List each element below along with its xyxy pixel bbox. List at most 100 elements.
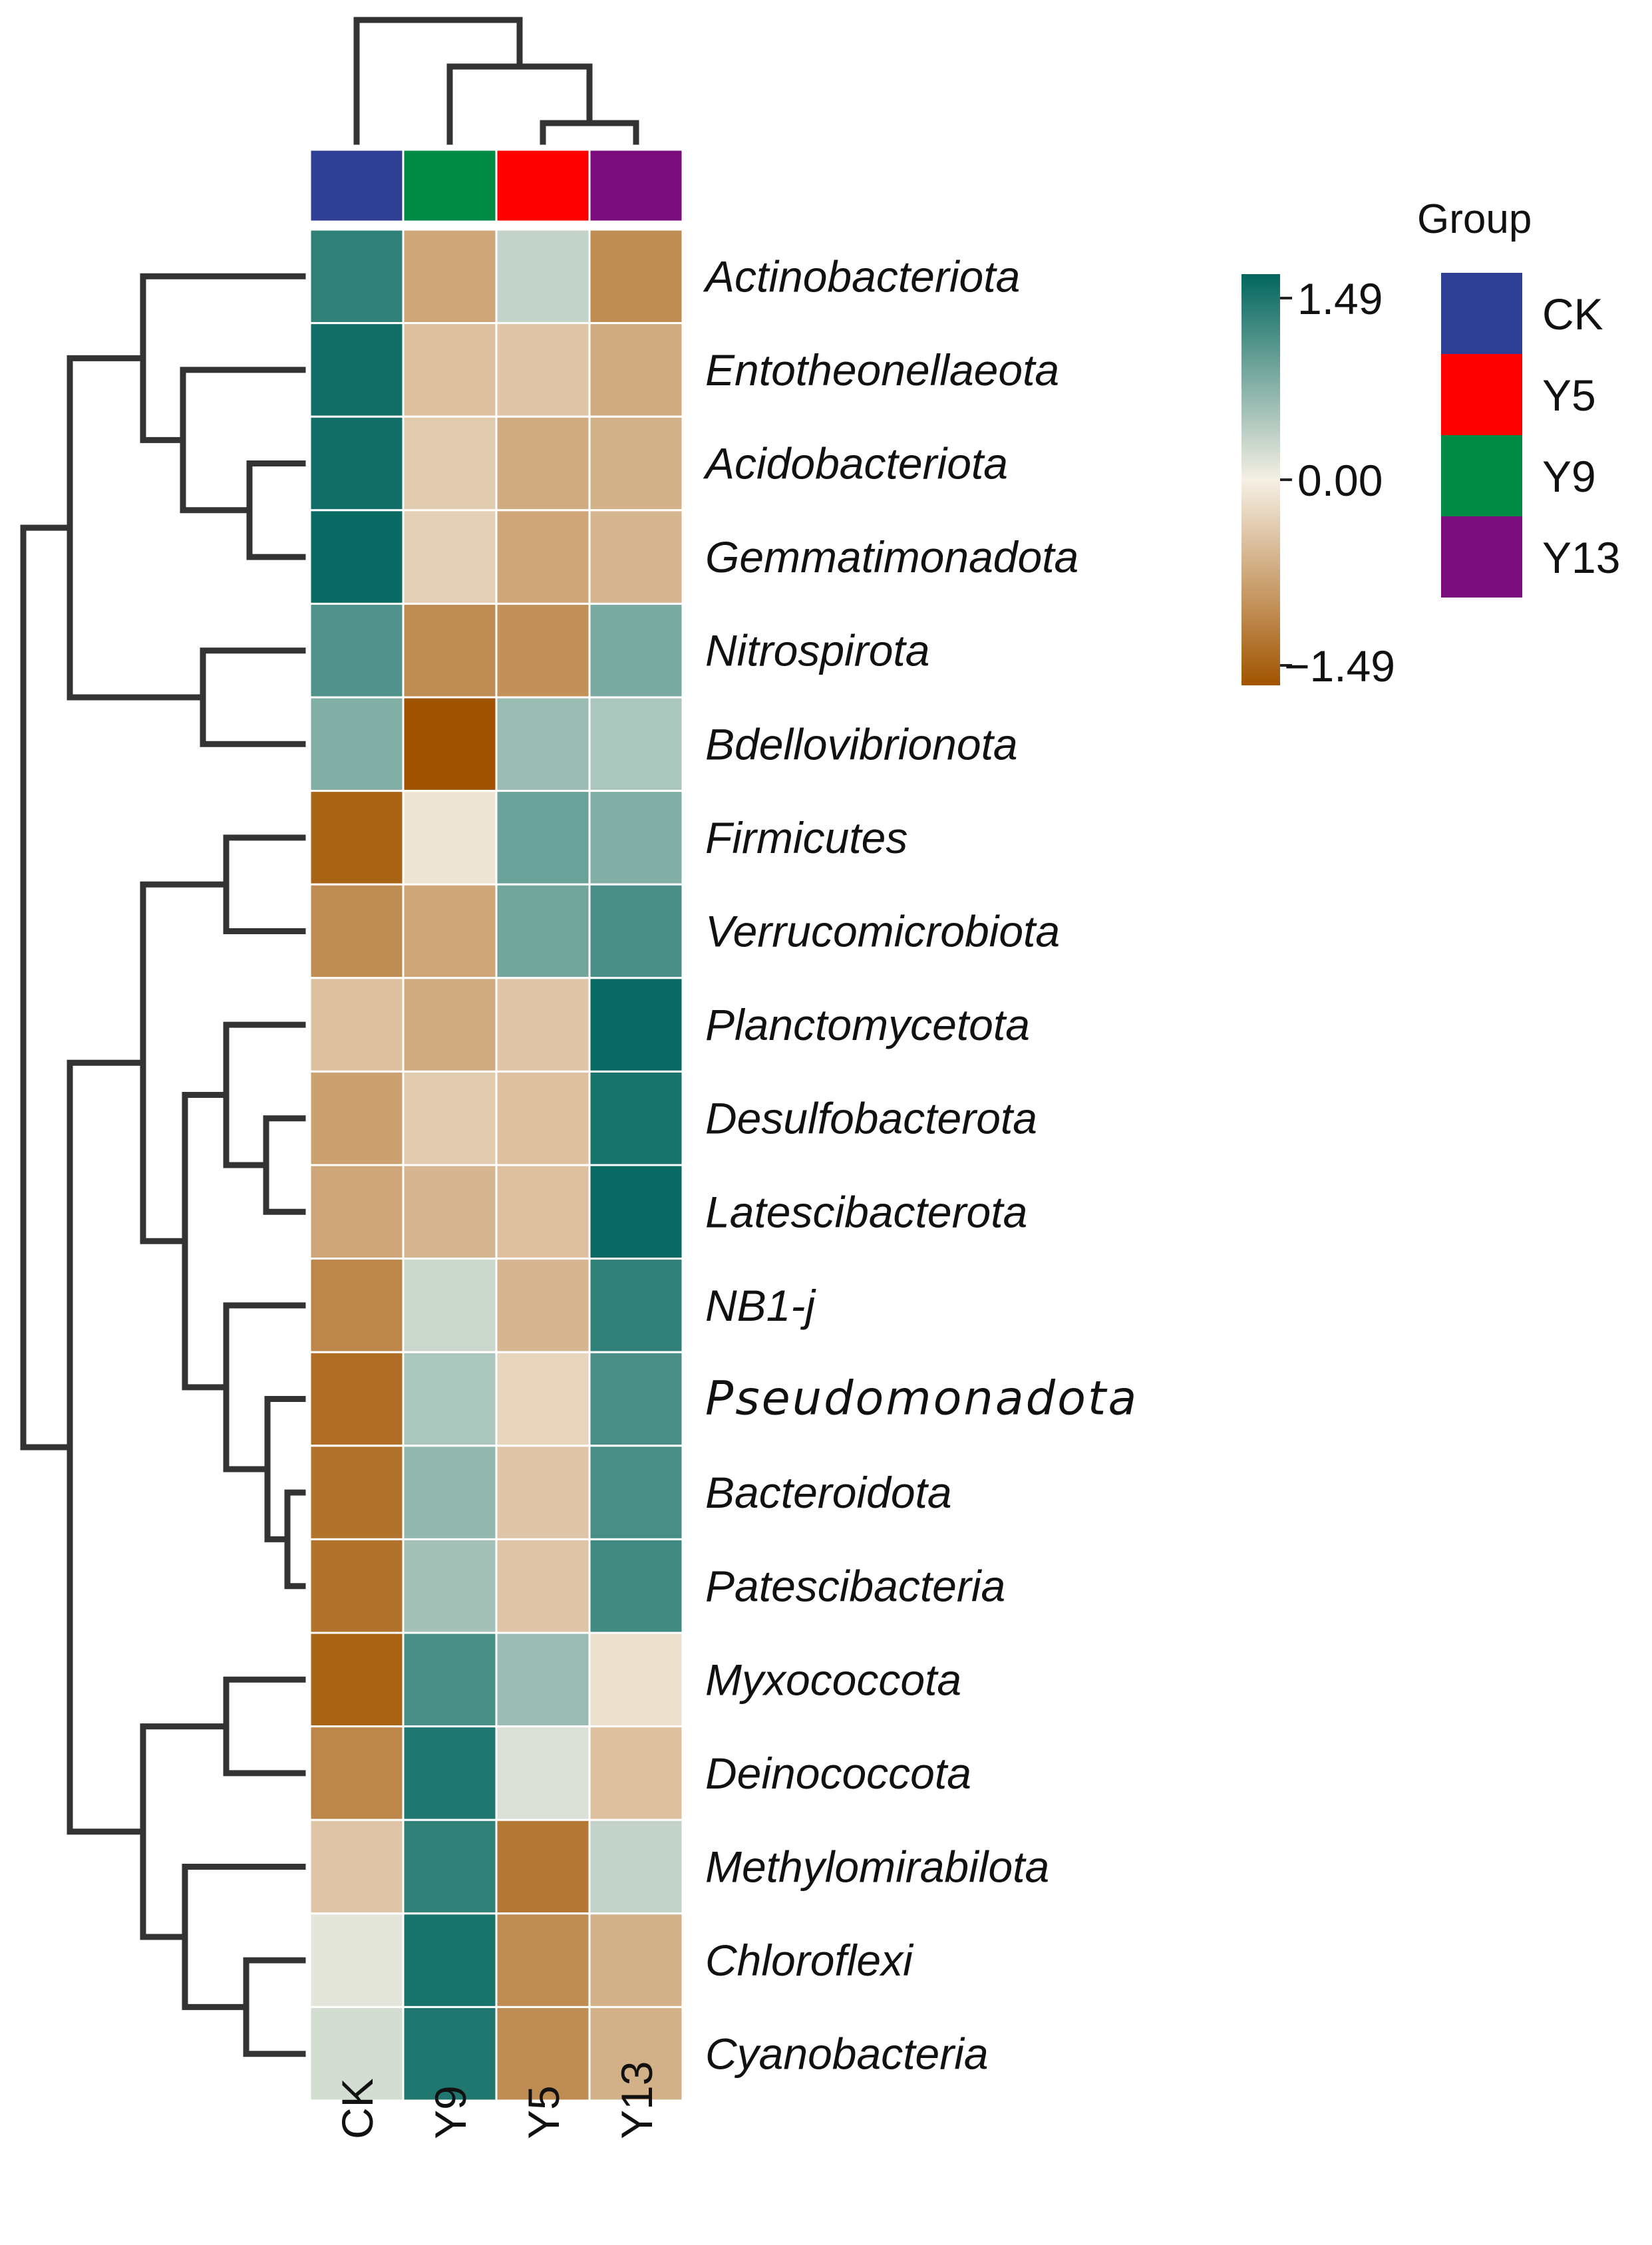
color-scale-label-min: −1.49 — [1284, 641, 1395, 691]
heatmap-cell — [495, 1725, 591, 1821]
row-dendrogram — [20, 273, 306, 2057]
heatmap-cell — [495, 228, 591, 325]
heatmap-cell — [309, 1725, 405, 1821]
heatmap-cell — [402, 790, 498, 886]
heatmap-cell — [495, 1538, 591, 1634]
row-label: Verrucomicrobiota — [705, 907, 1060, 956]
heatmap-cell — [309, 696, 405, 792]
row-label: Deinococcota — [705, 1749, 971, 1798]
row-label: Desulfobacterota — [705, 1094, 1037, 1143]
heatmap-cell — [402, 1912, 498, 2008]
row-label: NB1-j — [705, 1281, 816, 1330]
heatmap-cell — [309, 1351, 405, 1447]
heatmap-cell — [402, 1070, 498, 1166]
heatmap-cell — [588, 696, 684, 792]
heatmap-cell — [495, 1912, 591, 2008]
heatmap-cell — [588, 1445, 684, 1540]
row-dendrogram-branch — [263, 1115, 306, 1215]
heatmap-cell — [588, 1351, 684, 1447]
color-scale-label-max: 1.49 — [1297, 274, 1383, 323]
row-dendrogram-branch — [67, 1059, 146, 1835]
heatmap-cell — [402, 1725, 498, 1821]
legend-swatch-ck — [1441, 273, 1522, 354]
heatmap-cell — [402, 883, 498, 979]
group-bar-ck — [309, 148, 405, 223]
legend-label-y9: Y9 — [1542, 452, 1596, 501]
heatmap-cell — [309, 602, 405, 699]
heatmap-cell — [402, 602, 498, 699]
heatmap-cell — [588, 1070, 684, 1166]
row-label: Planctomycetota — [705, 1000, 1030, 1049]
heatmap-cell — [588, 790, 684, 886]
heatmap-cell — [588, 1725, 684, 1821]
heatmap-cell — [588, 228, 684, 325]
heatmap-cell — [402, 1818, 498, 1915]
row-dendrogram-branch — [223, 1676, 306, 1777]
heatmap-cell — [402, 1538, 498, 1634]
row-label: Chloroflexi — [705, 1936, 914, 1985]
heatmap-cell — [588, 883, 684, 979]
column-label: CK — [333, 2078, 382, 2139]
heatmap-cell — [402, 2005, 498, 2102]
column-dendrogram-branch — [353, 17, 523, 145]
group-bar-y5 — [495, 148, 591, 223]
legend-label-ck: CK — [1542, 289, 1603, 339]
heatmap-cell — [402, 1351, 498, 1447]
heatmap-cell — [495, 1351, 591, 1447]
heatmap-cell — [309, 977, 405, 1073]
heatmap-cell — [495, 1164, 591, 1260]
legend-swatch-y13 — [1441, 516, 1522, 598]
heatmap-cell — [309, 415, 405, 512]
row-label: Cyanobacteria — [705, 2029, 989, 2079]
heatmap-cell — [402, 1258, 498, 1353]
row-dendrogram-branch — [246, 460, 306, 560]
column-labels: CK Y9 Y5 Y13 — [333, 2061, 661, 2139]
column-label: Y13 — [612, 2061, 661, 2139]
heatmap-cell — [588, 415, 684, 512]
heatmap-cell — [309, 1818, 405, 1915]
heatmap-cell — [588, 509, 684, 605]
heatmap-cell — [495, 1258, 591, 1353]
row-label: Gemmatimonadota — [705, 532, 1078, 582]
group-bar-y9 — [402, 148, 498, 223]
heatmap-cell — [588, 1258, 684, 1353]
column-label: Y9 — [426, 2085, 475, 2139]
row-label: Nitrospirota — [705, 626, 929, 675]
heatmap-cell — [309, 1632, 405, 1728]
heatmap-cell — [402, 977, 498, 1073]
color-scale-bar — [1241, 274, 1280, 685]
legend-label-y5: Y5 — [1542, 371, 1596, 420]
heatmap-cell — [495, 883, 591, 979]
row-labels: Actinobacteriota Entotheonellaeota Acidoba… — [703, 252, 1136, 2079]
legend-swatch-y5 — [1441, 354, 1522, 435]
color-scale-label-mid: 0.00 — [1297, 456, 1383, 505]
row-label: Firmicutes — [705, 813, 908, 862]
row-dendrogram-branch — [180, 367, 306, 514]
group-legend-title: Group — [1417, 196, 1532, 242]
row-label: Patescibacteria — [705, 1562, 1005, 1611]
heatmap-cell — [402, 415, 498, 512]
heatmap-cell — [309, 1445, 405, 1540]
heatmap-cell — [495, 1445, 591, 1540]
heatmap-cell — [588, 1164, 684, 1260]
row-label: Entotheonellaeota — [705, 345, 1059, 395]
heatmap-cell — [309, 1164, 405, 1260]
heatmap-cell — [588, 322, 684, 418]
heatmap-cell — [495, 1070, 591, 1166]
row-dendrogram-branch — [200, 647, 306, 747]
heatmap-cell — [495, 415, 591, 512]
heatmap-cell — [402, 228, 498, 325]
heatmap-cell — [495, 2005, 591, 2102]
row-dendrogram-branch — [140, 273, 306, 443]
row-dendrogram-branch — [243, 1957, 306, 2057]
heatmap-cells — [309, 228, 684, 2102]
legend-label-y13: Y13 — [1542, 533, 1620, 582]
group-bar-y13 — [588, 148, 684, 223]
row-label: Acidobacteriota — [703, 439, 1008, 488]
heatmap-cell — [495, 790, 591, 886]
heatmap-cell — [309, 1258, 405, 1353]
color-scale-legend: 1.49 0.00 −1.49 — [1241, 274, 1395, 691]
heatmap-cell — [588, 1818, 684, 1915]
heatmap-cell — [588, 1538, 684, 1634]
